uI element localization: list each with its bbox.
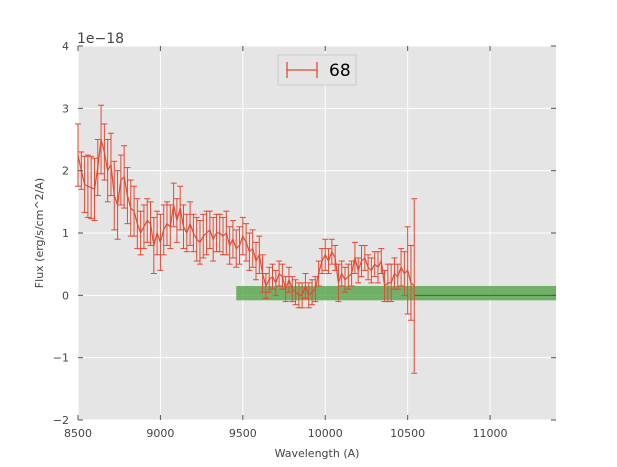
x-tick-label: 9500 bbox=[229, 427, 257, 440]
legend-marker bbox=[286, 62, 318, 78]
band-rect bbox=[236, 285, 556, 301]
x-tick-label: 11000 bbox=[473, 427, 508, 440]
series-68 bbox=[75, 104, 418, 374]
legend: 68 bbox=[277, 54, 357, 86]
horizontal-band bbox=[236, 285, 556, 301]
y-tick-label: 3 bbox=[62, 102, 69, 115]
y-offset-label: 1e−18 bbox=[77, 31, 124, 47]
y-tick-label: 1 bbox=[62, 227, 69, 240]
y-tick-label: 4 bbox=[62, 40, 69, 53]
y-tick-label: −1 bbox=[53, 352, 69, 365]
axis-ticks: 8500 9000 9500 10000 10500 11000 −2 −1 0 1 2 3 4 bbox=[53, 40, 556, 440]
y-tick-label: 0 bbox=[62, 289, 69, 302]
series-line bbox=[77, 139, 415, 297]
legend-label: 68 bbox=[329, 61, 351, 81]
x-tick-label: 8500 bbox=[64, 427, 92, 440]
y-tick-label: 2 bbox=[62, 165, 69, 178]
x-tick-label: 9000 bbox=[146, 427, 174, 440]
x-axis-label: Wavelength (A) bbox=[275, 447, 360, 460]
y-axis-label: Flux (erg/s/cm^2/A) bbox=[33, 178, 46, 288]
x-tick-label: 10500 bbox=[390, 427, 425, 440]
y-tick-label: −2 bbox=[53, 414, 69, 427]
x-tick-label: 10000 bbox=[308, 427, 343, 440]
